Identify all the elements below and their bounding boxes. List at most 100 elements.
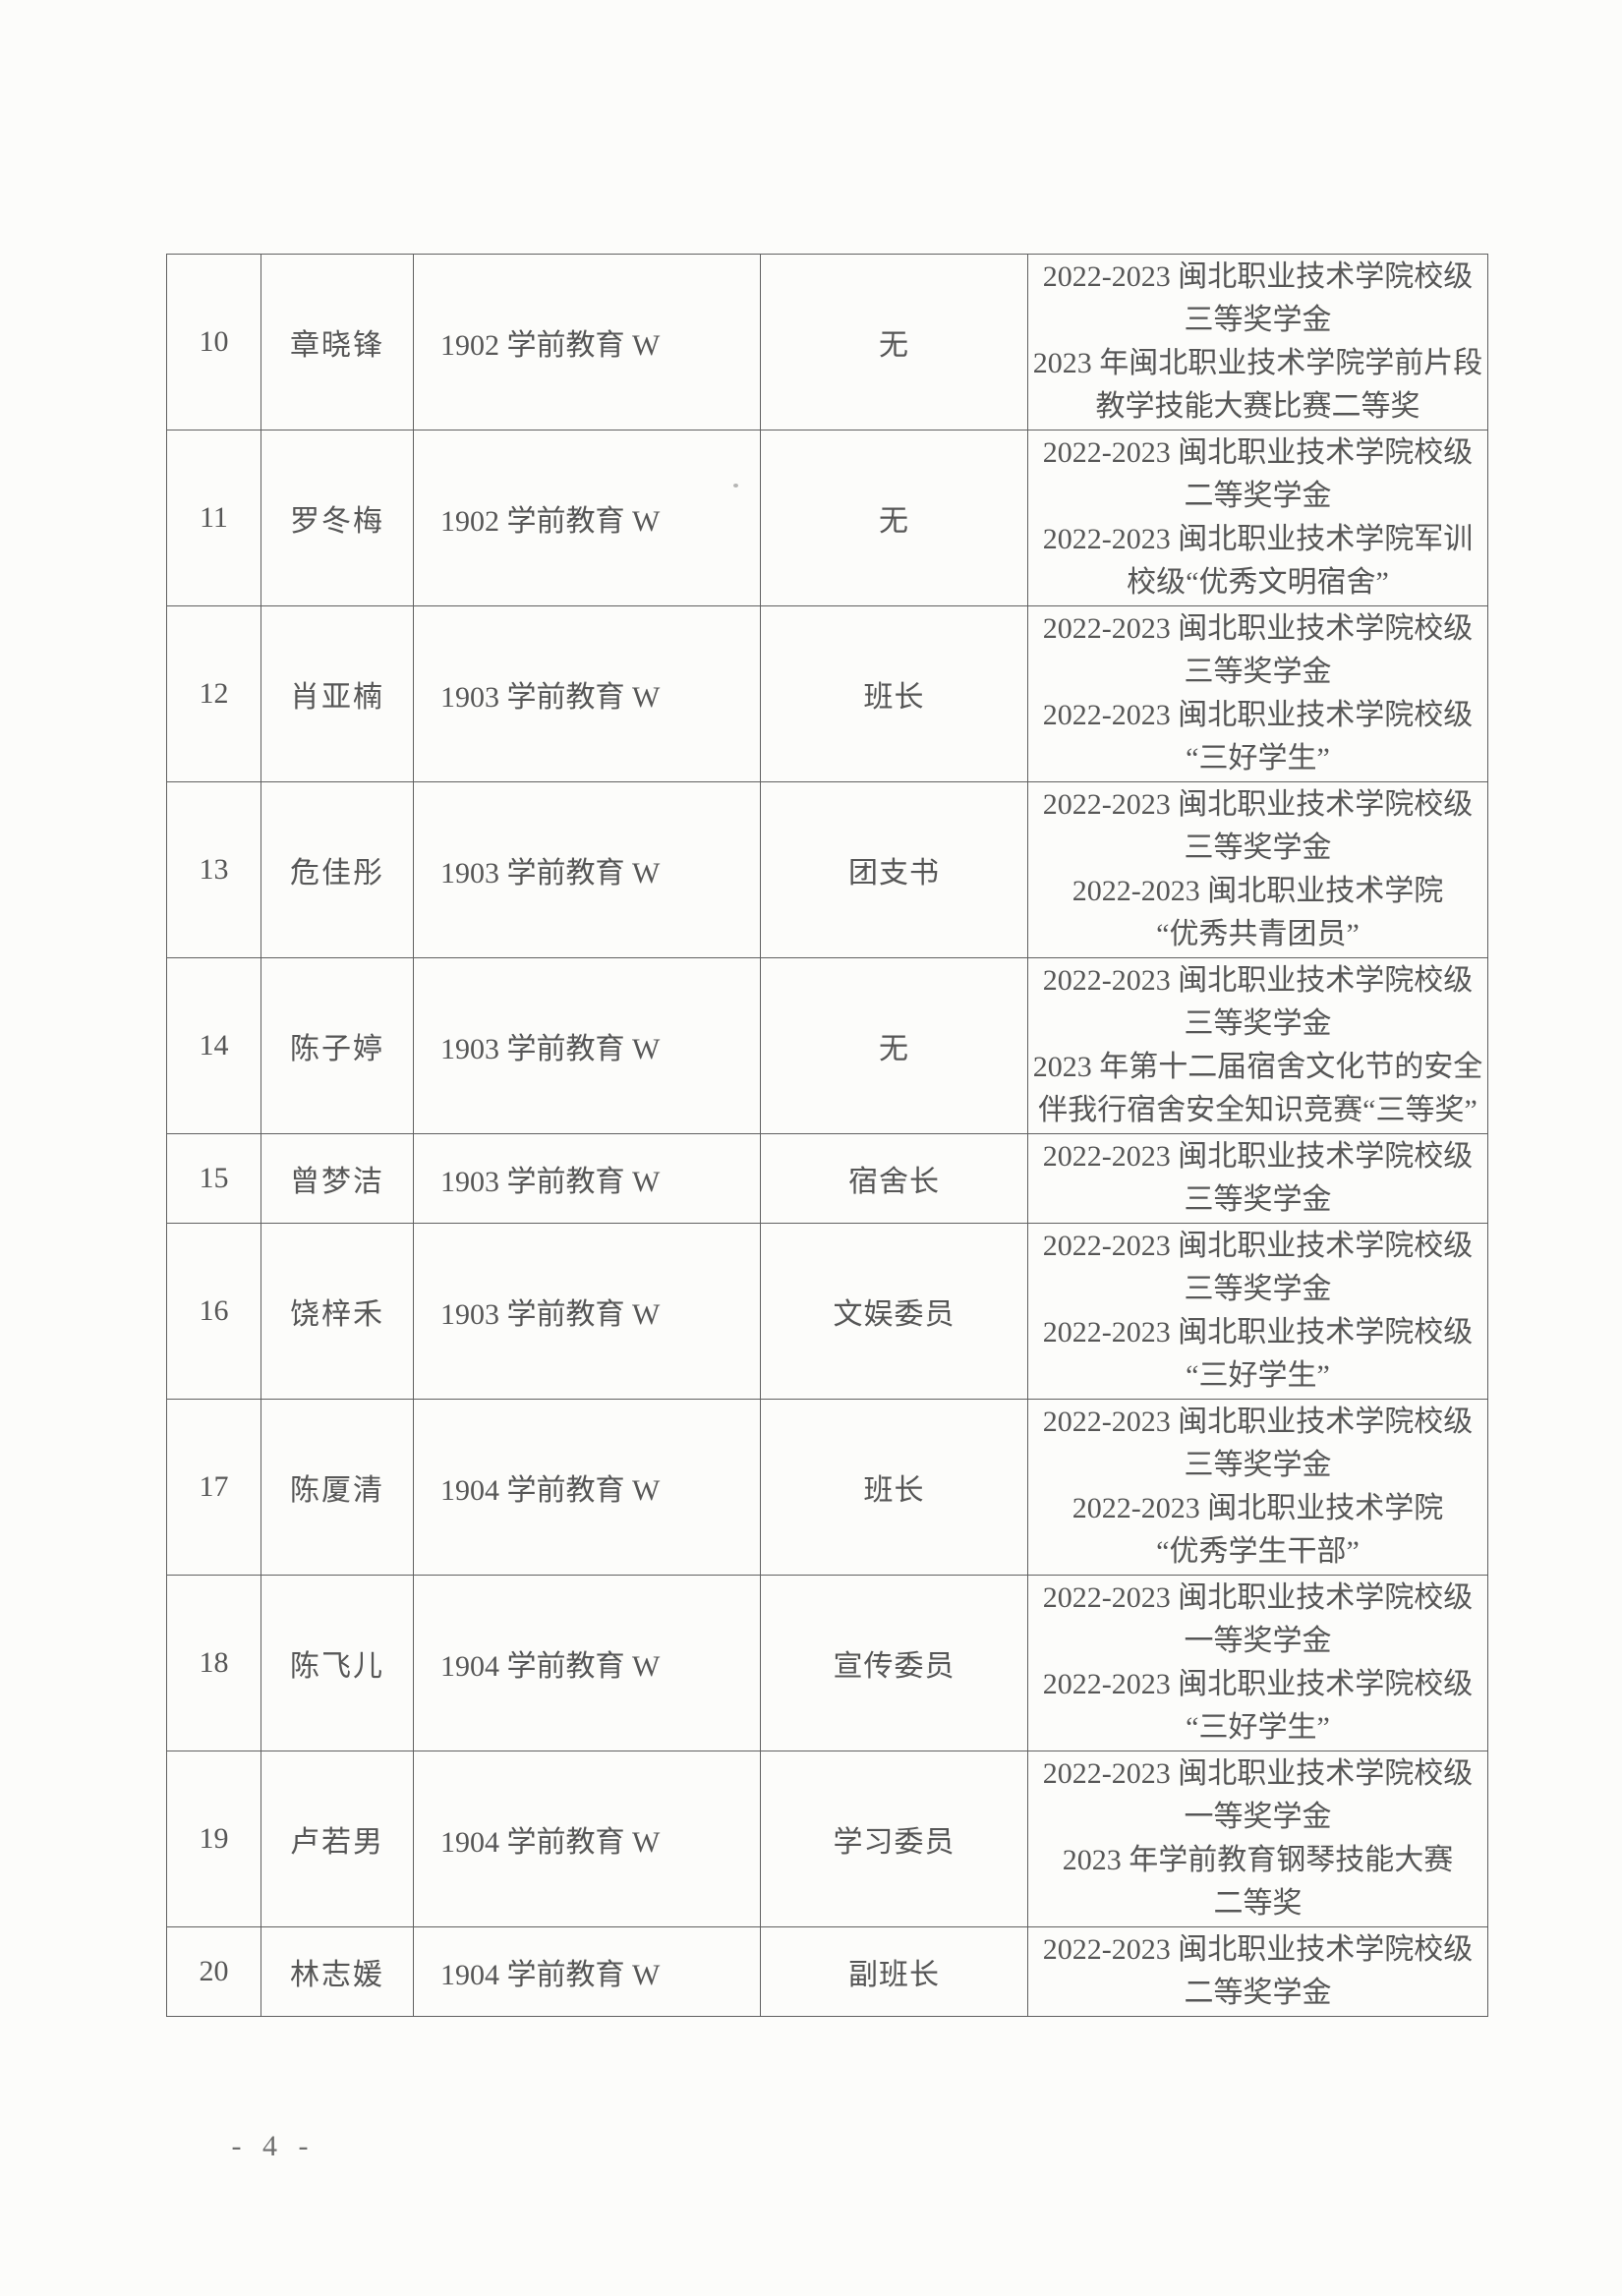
seq-cell: 10 — [166, 254, 261, 430]
seq-cell: 12 — [166, 605, 261, 782]
class-cell: 1902 学前教育 W — [413, 430, 761, 606]
table-row: 10 章晓锋 1902 学前教育 W 无 2022-2023 闽北职业技术学院校级 三等奖… — [166, 254, 1488, 430]
award-line: 三等奖学金 — [1184, 656, 1332, 688]
award-line: 校级“优秀文明宿舍” — [1127, 566, 1389, 599]
award-line: 三等奖学金 — [1184, 1183, 1332, 1216]
position-cell: 宣传委员 — [760, 1575, 1028, 1751]
award-line: 2023 年闽北职业技术学院学前片段 — [1032, 347, 1483, 379]
name-cell: 卢若男 — [261, 1751, 414, 1927]
name-cell: 陈飞儿 — [261, 1575, 414, 1751]
position-cell: 副班长 — [760, 1926, 1028, 2017]
position-cell: 无 — [760, 254, 1028, 430]
award-line: 二等奖 — [1213, 1887, 1303, 1920]
seq-cell: 16 — [166, 1223, 261, 1400]
award-line: “优秀学生干部” — [1156, 1535, 1360, 1568]
seq-cell: 11 — [166, 430, 261, 606]
position-cell: 文娱委员 — [760, 1223, 1028, 1400]
awards-cell: 2022-2023 闽北职业技术学院校级 三等奖学金 — [1027, 1133, 1488, 1224]
seq-cell: 19 — [166, 1751, 261, 1927]
award-line: 2022-2023 闽北职业技术学院校级 — [1042, 1406, 1474, 1438]
award-line: 2022-2023 闽北职业技术学院校级 — [1042, 436, 1474, 469]
seq-cell: 20 — [166, 1926, 261, 2017]
award-line: 一等奖学金 — [1184, 1801, 1332, 1833]
table-row: 12 肖亚楠 1903 学前教育 W 班长 2022-2023 闽北职业技术学院校级 三等… — [166, 605, 1488, 782]
seq-cell: 17 — [166, 1399, 261, 1576]
award-line: “三好学生” — [1186, 1359, 1330, 1392]
name-cell: 章晓锋 — [261, 254, 414, 430]
award-line: 2022-2023 闽北职业技术学院校级 — [1042, 612, 1474, 645]
awards-cell: 2022-2023 闽北职业技术学院校级 三等奖学金 2022-2023 闽北职业技… — [1027, 605, 1488, 782]
award-line: “优秀共青团员” — [1156, 918, 1360, 950]
name-cell: 危佳彤 — [261, 781, 414, 958]
awards-cell: 2022-2023 闽北职业技术学院校级 三等奖学金 2022-2023 闽北职业技… — [1027, 1223, 1488, 1400]
class-cell: 1904 学前教育 W — [413, 1399, 761, 1576]
page-number: - 4 - — [231, 2130, 316, 2162]
award-line: 2023 年第十二届宿舍文化节的安全 — [1032, 1051, 1483, 1083]
position-cell: 无 — [760, 430, 1028, 606]
position-cell: 班长 — [760, 1399, 1028, 1576]
seq-cell: 18 — [166, 1575, 261, 1751]
class-cell: 1903 学前教育 W — [413, 781, 761, 958]
award-line: “三好学生” — [1186, 742, 1330, 775]
position-cell: 团支书 — [760, 781, 1028, 958]
table-row: 17 陈厦清 1904 学前教育 W 班长 2022-2023 闽北职业技术学院校级 三等… — [166, 1399, 1488, 1576]
name-cell: 林志媛 — [261, 1926, 414, 2017]
award-line: 2023 年学前教育钢琴技能大赛 — [1062, 1844, 1454, 1876]
award-line: 2022-2023 闽北职业技术学院校级 — [1042, 1933, 1474, 1966]
award-line: 2022-2023 闽北职业技术学院 — [1072, 1492, 1444, 1524]
awards-cell: 2022-2023 闽北职业技术学院校级 三等奖学金 2022-2023 闽北职业技… — [1027, 781, 1488, 958]
table-row: 11 罗冬梅 1902 学前教育 W 无 2022-2023 闽北职业技术学院校级 二等奖… — [166, 430, 1488, 606]
table-row: 18 陈飞儿 1904 学前教育 W 宣传委员 2022-2023 闽北职业技术学院校级… — [166, 1575, 1488, 1751]
award-line: 2022-2023 闽北职业技术学院校级 — [1042, 1230, 1474, 1262]
awards-cell: 2022-2023 闽北职业技术学院校级 三等奖学金 2023 年第十二届宿舍文化节… — [1027, 957, 1488, 1134]
awards-cell: 2022-2023 闽北职业技术学院校级 二等奖学金 2022-2023 闽北职业技… — [1027, 430, 1488, 606]
award-line: 2022-2023 闽北职业技术学院校级 — [1042, 1757, 1474, 1790]
award-line: 2022-2023 闽北职业技术学院校级 — [1042, 1581, 1474, 1614]
award-line: 2022-2023 闽北职业技术学院校级 — [1042, 260, 1474, 293]
award-line: 三等奖学金 — [1184, 1273, 1332, 1305]
position-cell: 学习委员 — [760, 1751, 1028, 1927]
table-row: 16 饶梓禾 1903 学前教育 W 文娱委员 2022-2023 闽北职业技术学院校级… — [166, 1223, 1488, 1400]
table-row: 13 危佳彤 1903 学前教育 W 团支书 2022-2023 闽北职业技术学院校级三… — [166, 781, 1488, 958]
table-row: 14 陈子婷 1903 学前教育 W 无 2022-2023 闽北职业技术学院校级 三等奖… — [166, 957, 1488, 1134]
awards-cell: 2022-2023 闽北职业技术学院校级 二等奖学金 — [1027, 1926, 1488, 2017]
class-cell: 1904 学前教育 W — [413, 1751, 761, 1927]
award-line: 2022-2023 闽北职业技术学院校级 — [1042, 1140, 1474, 1173]
award-line: 2022-2023 闽北职业技术学院校级 — [1042, 1668, 1474, 1700]
position-cell: 无 — [760, 957, 1028, 1134]
table-row: 19 卢若男 1904 学前教育 W 学习委员 2022-2023 闽北职业技术学院校级… — [166, 1751, 1488, 1927]
award-line: 2022-2023 闽北职业技术学院校级 — [1042, 788, 1474, 821]
name-cell: 陈子婷 — [261, 957, 414, 1134]
position-cell: 班长 — [760, 605, 1028, 782]
class-cell: 1904 学前教育 W — [413, 1926, 761, 2017]
class-cell: 1903 学前教育 W — [413, 605, 761, 782]
seq-cell: 14 — [166, 957, 261, 1134]
awards-cell: 2022-2023 闽北职业技术学院校级 三等奖学金 2023 年闽北职业技术学院学… — [1027, 254, 1488, 430]
award-line: 伴我行宿舍安全知识竞赛“三等奖” — [1038, 1094, 1477, 1126]
table-row: 20 林志媛 1904 学前教育 W 副班长 2022-2023 闽北职业技术学院校级二… — [166, 1926, 1488, 2017]
award-line: 2022-2023 闽北职业技术学院校级 — [1042, 1316, 1474, 1349]
awards-cell: 2022-2023 闽北职业技术学院校级 一等奖学金 2023 年学前教育钢琴技能大… — [1027, 1751, 1488, 1927]
seq-cell: 15 — [166, 1133, 261, 1224]
award-line: 三等奖学金 — [1184, 1449, 1332, 1481]
student-award-table: 10 章晓锋 1902 学前教育 W 无 2022-2023 闽北职业技术学院校级 三等奖… — [166, 254, 1488, 2017]
class-cell: 1903 学前教育 W — [413, 957, 761, 1134]
award-line: 二等奖学金 — [1184, 480, 1332, 512]
award-line: 二等奖学金 — [1184, 1977, 1332, 2009]
name-cell: 曾梦洁 — [261, 1133, 414, 1224]
award-line: 三等奖学金 — [1184, 304, 1332, 336]
award-line: 教学技能大赛比赛二等奖 — [1095, 390, 1420, 423]
award-table-body: 10 章晓锋 1902 学前教育 W 无 2022-2023 闽北职业技术学院校级 三等奖… — [166, 254, 1488, 2017]
scan-noise-dot — [733, 484, 738, 488]
award-line: “三好学生” — [1186, 1711, 1330, 1744]
awards-cell: 2022-2023 闽北职业技术学院校级 三等奖学金 2022-2023 闽北职业技… — [1027, 1399, 1488, 1576]
class-cell: 1902 学前教育 W — [413, 254, 761, 430]
name-cell: 陈厦清 — [261, 1399, 414, 1576]
position-cell: 宿舍长 — [760, 1133, 1028, 1224]
award-line: 三等奖学金 — [1184, 1007, 1332, 1040]
name-cell: 饶梓禾 — [261, 1223, 414, 1400]
award-line: 2022-2023 闽北职业技术学院 — [1072, 875, 1444, 907]
award-line: 三等奖学金 — [1184, 832, 1332, 864]
name-cell: 肖亚楠 — [261, 605, 414, 782]
